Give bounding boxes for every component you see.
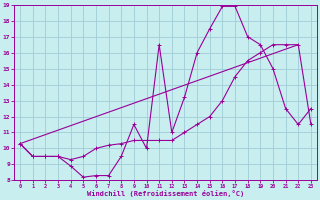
X-axis label: Windchill (Refroidissement éolien,°C): Windchill (Refroidissement éolien,°C) bbox=[87, 190, 244, 197]
